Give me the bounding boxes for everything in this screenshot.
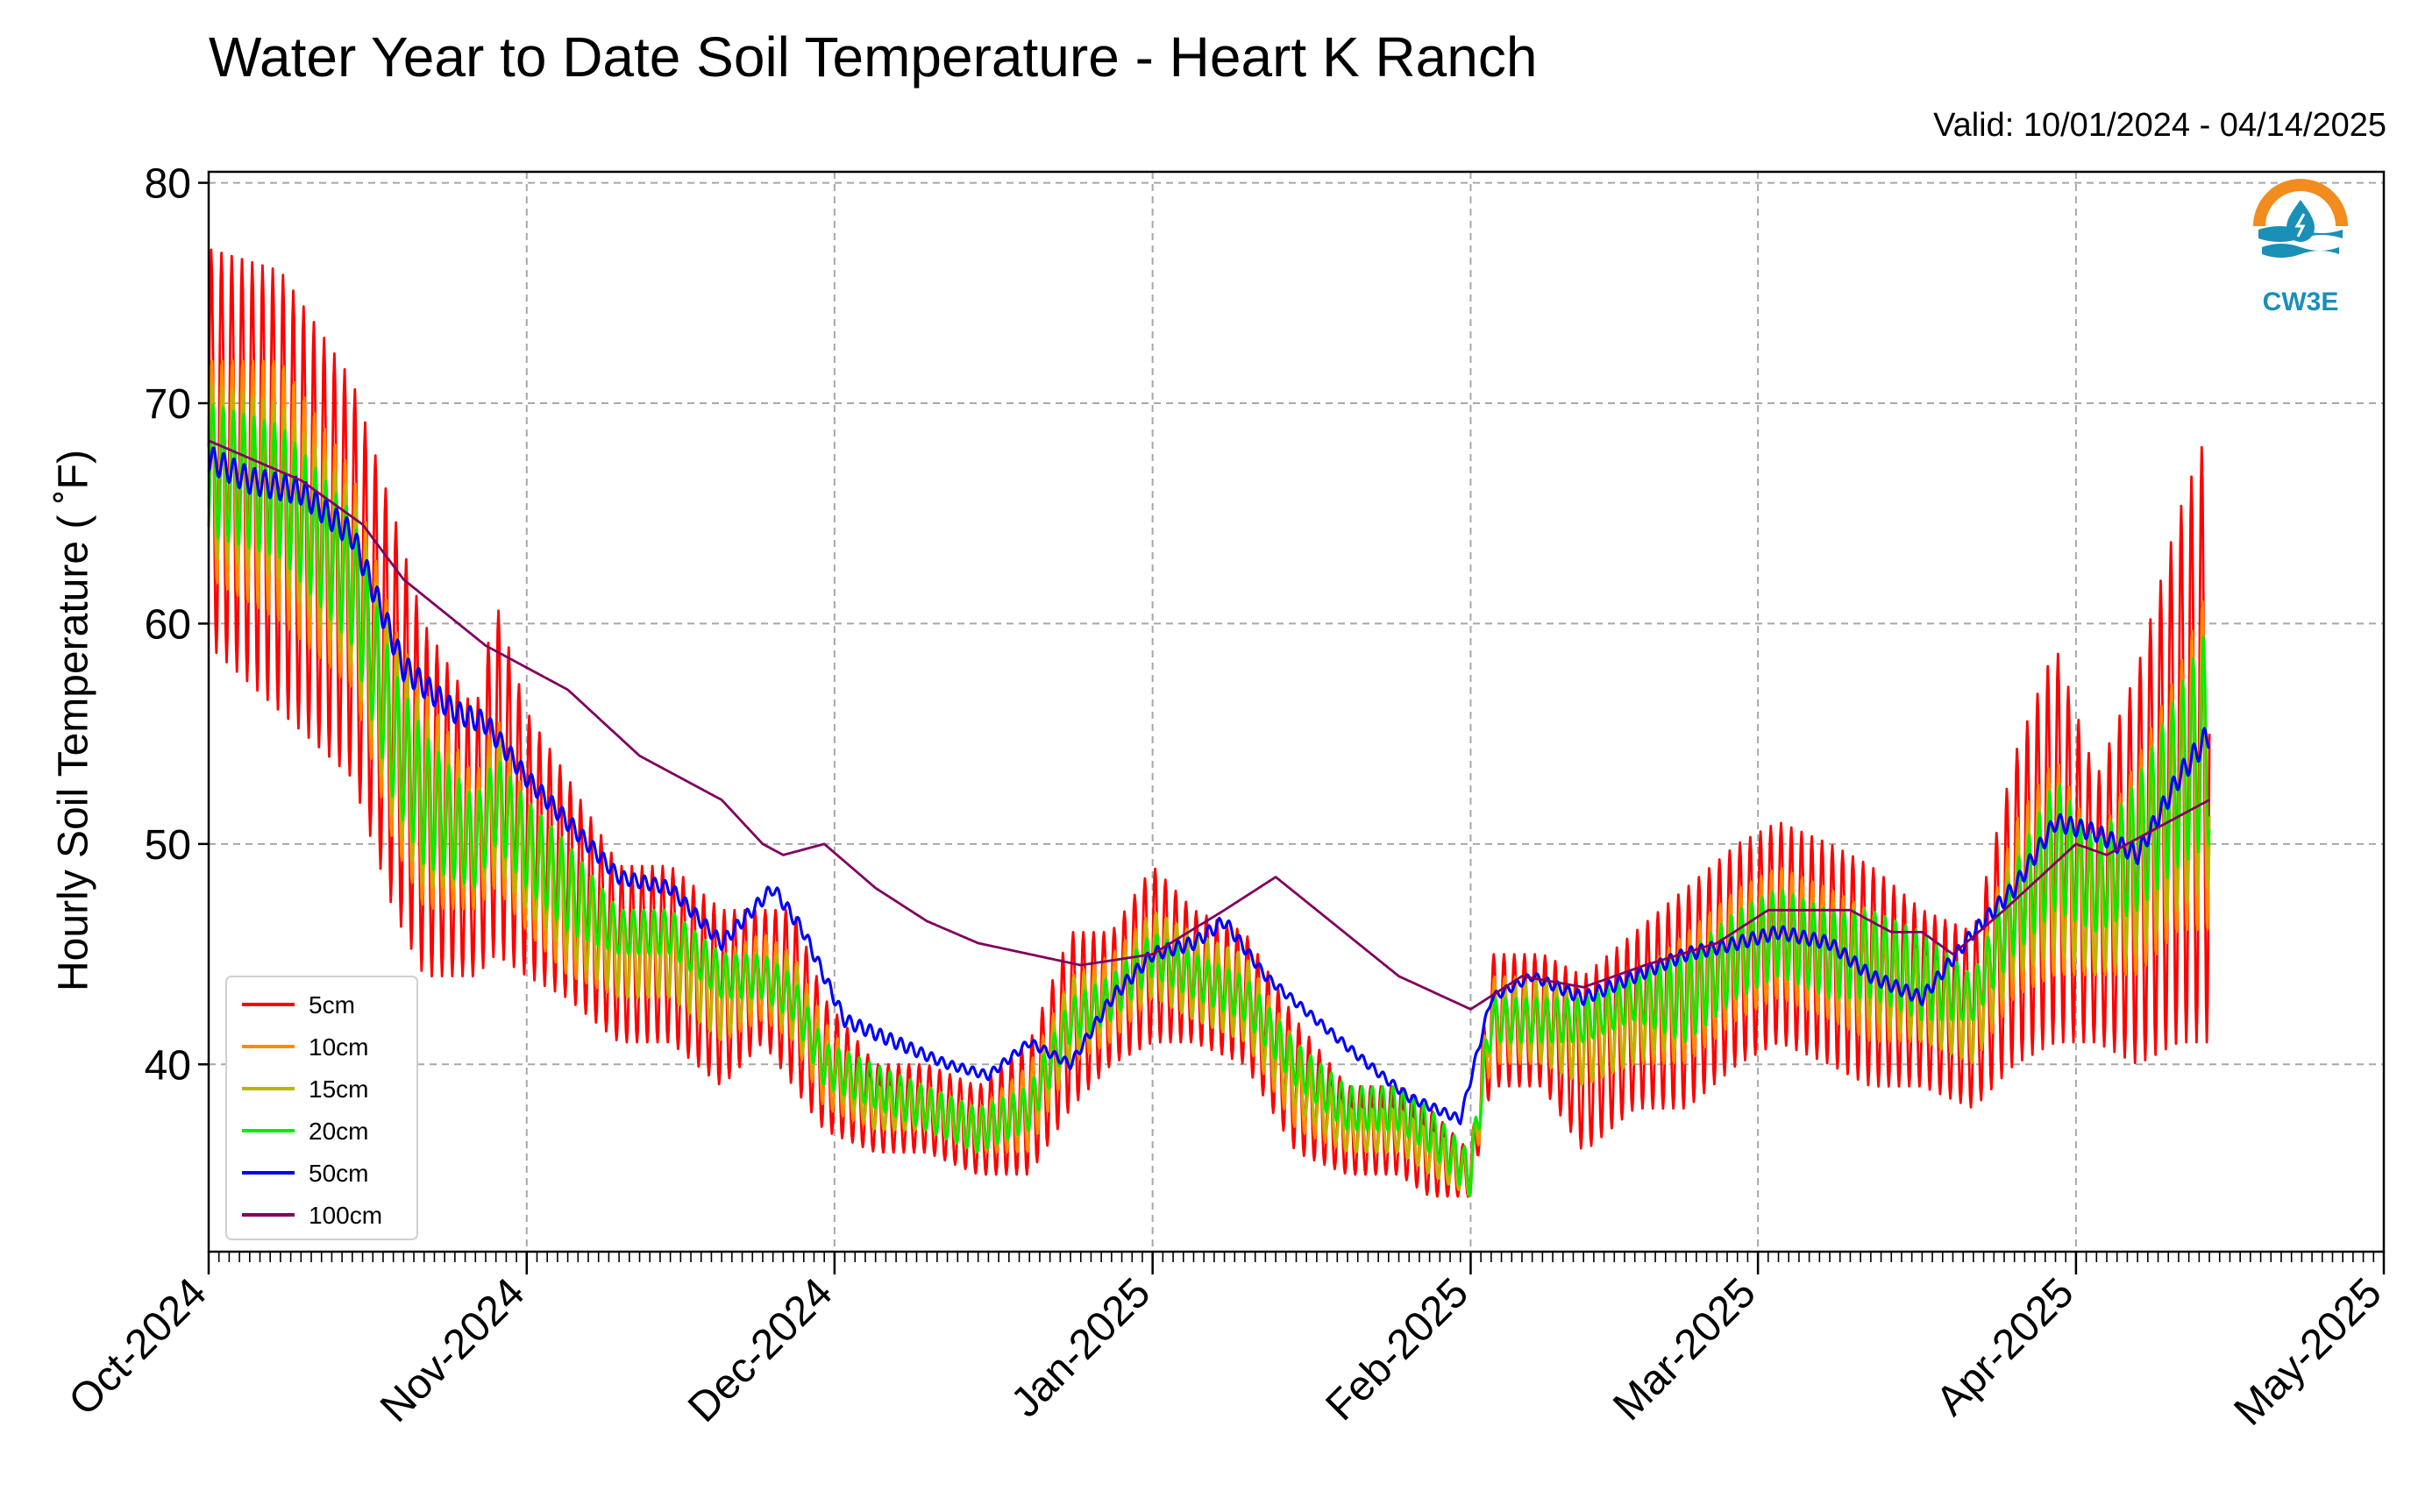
legend-label: 20cm: [309, 1118, 368, 1145]
cw3e-logo-text: CW3E: [2263, 287, 2339, 316]
y-axis: 40 50 60 70 80: [145, 161, 209, 1089]
x-tick-label: Feb-2025: [1317, 1269, 1477, 1430]
legend: 5cm 10cm 15cm 20cm 50cm 100cm: [225, 976, 418, 1240]
x-tick-label: Oct-2024: [60, 1269, 216, 1424]
legend-label: 50cm: [309, 1160, 368, 1187]
y-tick-label: 60: [145, 601, 191, 648]
x-tick-label: Mar-2025: [1604, 1269, 1765, 1430]
legend-label: 5cm: [309, 991, 355, 1019]
series-line-100cm: [208, 439, 2210, 1011]
valid-date-range: Valid: 10/01/2024 - 04/14/2025: [1933, 107, 2386, 144]
x-tick-label: May-2025: [2225, 1269, 2390, 1434]
y-tick-label: 40: [145, 1042, 191, 1089]
series-line-50cm: [207, 446, 2210, 1125]
series-line-15cm: [207, 382, 2211, 1197]
series-line-5cm: [207, 248, 2211, 1198]
series-line-20cm: [207, 403, 2211, 1197]
y-tick-label: 80: [145, 161, 191, 208]
y-tick-label: 50: [145, 822, 191, 869]
series-lines: [207, 248, 2211, 1198]
x-tick-label: Nov-2024: [372, 1269, 534, 1431]
legend-label: 15cm: [309, 1075, 368, 1103]
x-tick-label: Jan-2025: [1002, 1269, 1159, 1426]
chart-title: Water Year to Date Soil Temperature - He…: [209, 25, 1538, 89]
x-axis: Oct-2024 Nov-2024 Dec-2024 Jan-2025 Feb-2025…: [60, 1252, 2391, 1435]
x-tick-label: Apr-2025: [1928, 1269, 2083, 1424]
x-tick-label: Dec-2024: [679, 1269, 842, 1431]
legend-label: 10cm: [309, 1033, 368, 1061]
y-tick-label: 70: [145, 381, 191, 428]
legend-label: 100cm: [309, 1202, 382, 1229]
cw3e-logo: CW3E: [2248, 179, 2353, 316]
